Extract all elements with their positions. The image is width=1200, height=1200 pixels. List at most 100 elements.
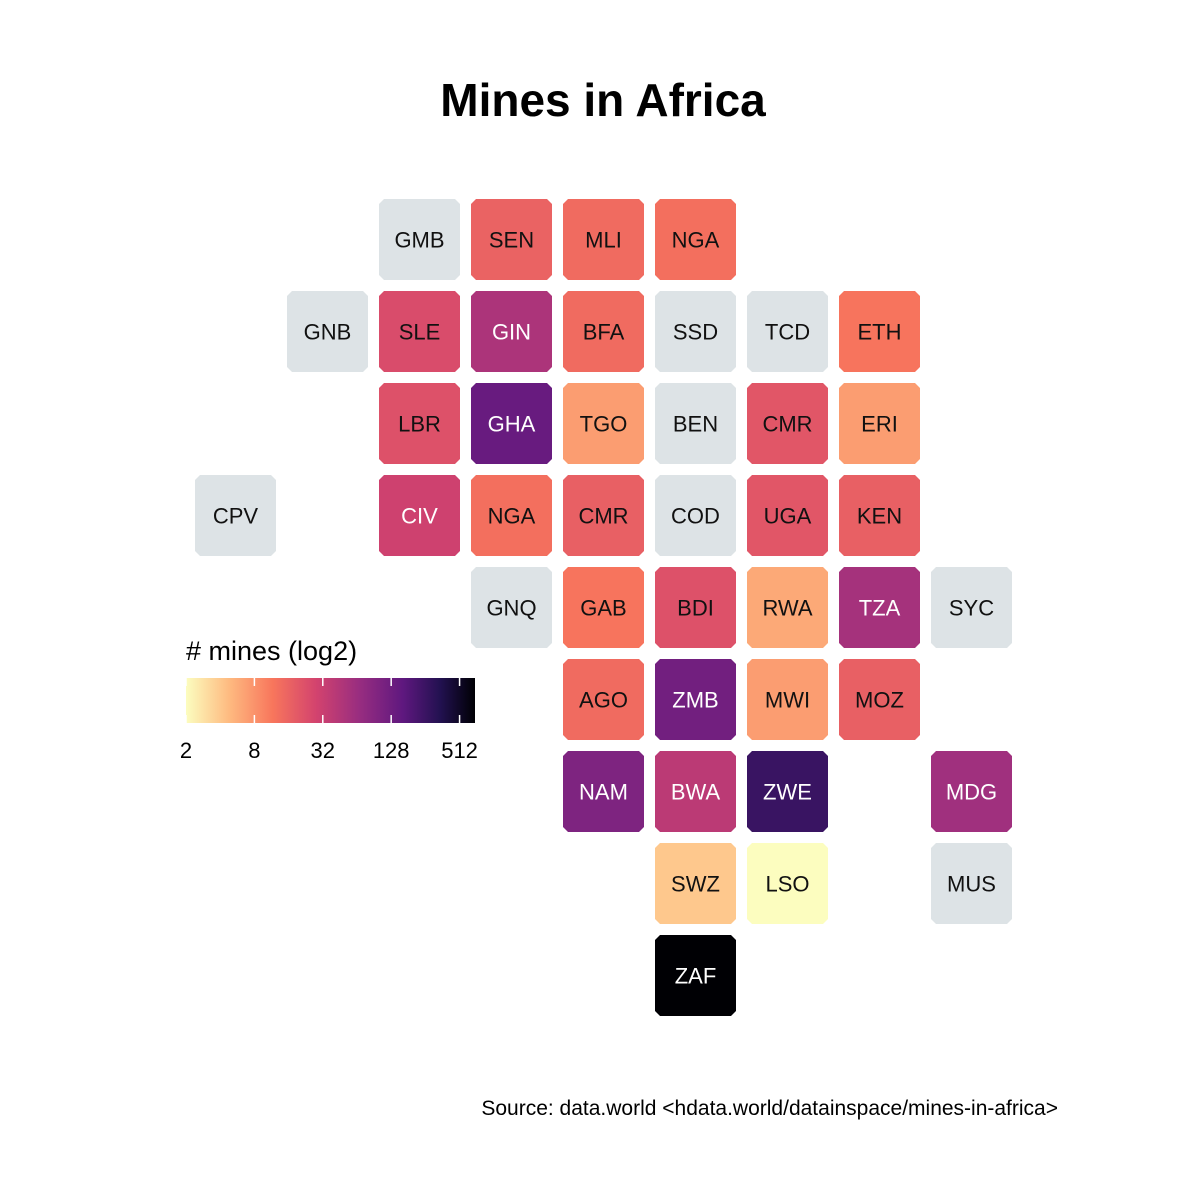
tile-label: ZAF — [675, 964, 717, 989]
tile-cod: COD — [655, 475, 736, 556]
tile-nam: NAM — [563, 751, 644, 832]
tile-shape — [839, 383, 920, 464]
tile-tcd: TCD — [747, 291, 828, 372]
tile-label: SWZ — [671, 872, 720, 897]
tile-rwa: RWA — [747, 567, 828, 648]
chart-title: Mines in Africa — [440, 74, 766, 126]
tile-shape — [747, 475, 828, 556]
tile-shape — [655, 843, 736, 924]
tile-label: ZWE — [763, 780, 812, 805]
tile-civ: CIV — [379, 475, 460, 556]
tile-shape — [655, 199, 736, 280]
tile-label: SYC — [949, 596, 994, 621]
tile-label: SSD — [673, 320, 718, 345]
tile-shape — [747, 659, 828, 740]
tile-shape — [931, 843, 1012, 924]
tile-label: RWA — [762, 596, 812, 621]
tile-bdi: BDI — [655, 567, 736, 648]
tile-label: ERI — [861, 412, 898, 437]
tile-label: GAB — [580, 596, 626, 621]
tile-label: ETH — [858, 320, 902, 345]
tile-shape — [563, 291, 644, 372]
tile-moz: MOZ — [839, 659, 920, 740]
legend-ticks: 2 8 32 128 512 — [180, 678, 478, 763]
tile-syc: SYC — [931, 567, 1012, 648]
tile-shape — [287, 291, 368, 372]
tile-shape — [379, 475, 460, 556]
legend-tick-label: 32 — [311, 738, 335, 763]
tile-ago: AGO — [563, 659, 644, 740]
tile-shape — [563, 751, 644, 832]
tile-mus: MUS — [931, 843, 1012, 924]
tile-label: GNB — [304, 320, 352, 345]
tile-gab: GAB — [563, 567, 644, 648]
tile-shape — [931, 751, 1012, 832]
legend-colorbar — [186, 678, 475, 723]
tile-shape — [471, 383, 552, 464]
legend-tick-label: 2 — [180, 738, 192, 763]
tile-label: SLE — [399, 320, 441, 345]
tile-shape — [655, 383, 736, 464]
tile-label: MLI — [585, 228, 622, 253]
tile-shape — [839, 659, 920, 740]
tile-label: LSO — [765, 872, 809, 897]
tile-mdg: MDG — [931, 751, 1012, 832]
tile-eth: ETH — [839, 291, 920, 372]
tile-label: GHA — [488, 412, 536, 437]
tile-lso: LSO — [747, 843, 828, 924]
legend-title: # mines (log2) — [186, 636, 357, 666]
tile-label: TGO — [580, 412, 628, 437]
tile-label: AGO — [579, 688, 628, 713]
tile-label: CIV — [401, 504, 438, 529]
tile-shape — [747, 383, 828, 464]
legend-tick-label: 128 — [373, 738, 410, 763]
tile-gmb: GMB — [379, 199, 460, 280]
tile-label: NAM — [579, 780, 628, 805]
tile-label: COD — [671, 504, 720, 529]
tile-label: TCD — [765, 320, 810, 345]
tile-label: CMR — [578, 504, 628, 529]
tile-gha: GHA — [471, 383, 552, 464]
tile-shape — [195, 475, 276, 556]
tile-gnb: GNB — [287, 291, 368, 372]
tile-label: GMB — [394, 228, 444, 253]
tile-shape — [747, 291, 828, 372]
tile-uga: UGA — [747, 475, 828, 556]
tile-label: CPV — [213, 504, 259, 529]
tile-lbr: LBR — [379, 383, 460, 464]
legend-tick-label: 8 — [248, 738, 260, 763]
tile-ssd: SSD — [655, 291, 736, 372]
tile-sle: SLE — [379, 291, 460, 372]
tile-mli: MLI — [563, 199, 644, 280]
tile-shape — [563, 199, 644, 280]
tile-label: ZMB — [672, 688, 718, 713]
tile-label: TZA — [859, 596, 901, 621]
tile-shape — [839, 291, 920, 372]
tile-label: GNQ — [486, 596, 536, 621]
tile-nga: NGA — [655, 199, 736, 280]
tile-shape — [655, 475, 736, 556]
tile-shape — [655, 751, 736, 832]
tile-label: BFA — [583, 320, 625, 345]
tile-label: SEN — [489, 228, 534, 253]
tile-cmr: CMR — [747, 383, 828, 464]
tile-tza: TZA — [839, 567, 920, 648]
tile-shape — [471, 199, 552, 280]
legend: # mines (log2) 2 8 32 128 512 — [180, 636, 478, 763]
tile-shape — [655, 659, 736, 740]
tile-shape — [655, 935, 736, 1016]
tile-shape — [655, 291, 736, 372]
chart-caption: Source: data.world <hdata.world/datainsp… — [481, 1097, 1058, 1120]
tile-label: MDG — [946, 780, 997, 805]
tile-shape — [747, 567, 828, 648]
tile-label: BWA — [671, 780, 721, 805]
tile-shape — [471, 475, 552, 556]
tile-bfa: BFA — [563, 291, 644, 372]
tile-label: LBR — [398, 412, 441, 437]
tile-shape — [471, 567, 552, 648]
tile-label: NGA — [672, 228, 720, 253]
tile-grid: GMB SEN MLI NGA GNB SLE GIN BFA SSD TCD ETH LBR GHA T… — [195, 199, 1012, 1016]
tile-label: MUS — [947, 872, 996, 897]
tile-shape — [839, 567, 920, 648]
